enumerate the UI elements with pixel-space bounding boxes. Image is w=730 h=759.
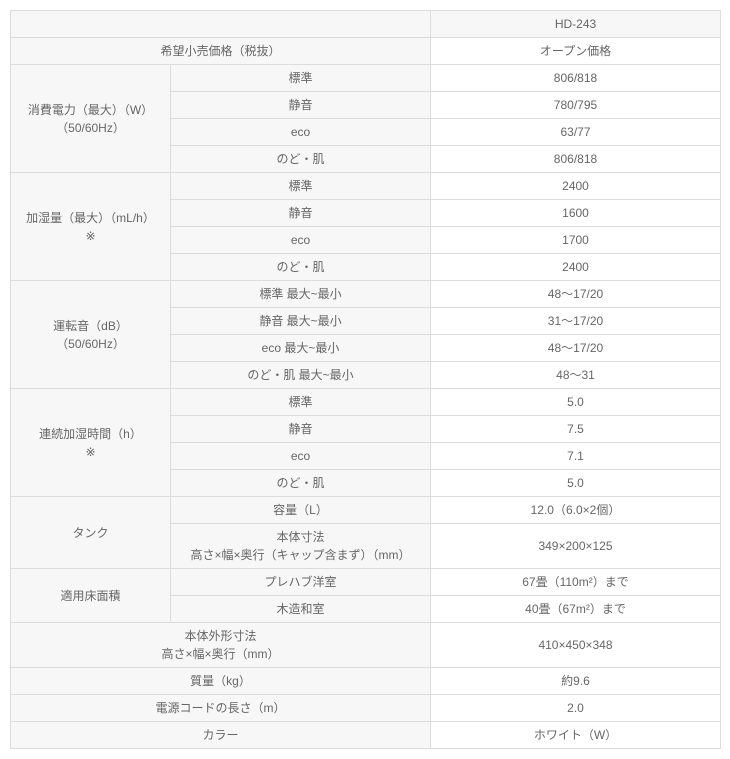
floor-japanese-value: 40畳（67m²）まで (431, 596, 721, 623)
power-eco-label: eco (171, 119, 431, 146)
power-group-label-l2: （50/60Hz） (56, 121, 125, 135)
tank-body-value: 349×200×125 (431, 524, 721, 569)
power-quiet-value: 780/795 (431, 92, 721, 119)
noise-skin-value: 48～31 (431, 362, 721, 389)
outer-label-l2: 高さ×幅×奥行（mm） (161, 647, 279, 661)
runtime-skin-label: のど・肌 (171, 470, 431, 497)
outer-value: 410×450×348 (431, 623, 721, 668)
runtime-group-label: 連続加湿時間（h） ※ (11, 389, 171, 497)
tank-body-label-l2: 高さ×幅×奥行（キャップ含まず）（mm） (190, 548, 410, 562)
price-label: 希望小売価格（税抜） (11, 38, 431, 65)
tank-capacity-label: 容量（L） (171, 497, 431, 524)
power-quiet-label: 静音 (171, 92, 431, 119)
tank-group-label: タンク (11, 497, 171, 569)
color-value: ホワイト（W） (431, 722, 721, 749)
power-group-label-l1: 消費電力（最大）（W） (28, 103, 153, 117)
humid-group-label-l1: 加湿量（最大）（mL/h） (26, 211, 155, 225)
humid-quiet-label: 静音 (171, 200, 431, 227)
runtime-quiet-label: 静音 (171, 416, 431, 443)
noise-eco-value: 48～17/20 (431, 335, 721, 362)
runtime-quiet-value: 7.5 (431, 416, 721, 443)
runtime-group-label-l1: 連続加湿時間（h） (39, 427, 142, 441)
mass-label: 質量（kg） (11, 668, 431, 695)
tank-body-label-l1: 本体寸法 (276, 530, 324, 544)
humid-group-label-l2: ※ (85, 229, 95, 243)
noise-std-label: 標準 最大~最小 (171, 281, 431, 308)
cord-value: 2.0 (431, 695, 721, 722)
noise-quiet-label: 静音 最大~最小 (171, 308, 431, 335)
power-group-label: 消費電力（最大）（W） （50/60Hz） (11, 65, 171, 173)
model-header: HD-243 (431, 11, 721, 38)
noise-quiet-value: 31～17/20 (431, 308, 721, 335)
price-value: オープン価格 (431, 38, 721, 65)
floor-japanese-label: 木造和室 (171, 596, 431, 623)
power-std-value: 806/818 (431, 65, 721, 92)
humid-quiet-value: 1600 (431, 200, 721, 227)
runtime-eco-value: 7.1 (431, 443, 721, 470)
runtime-std-label: 標準 (171, 389, 431, 416)
humid-eco-value: 1700 (431, 227, 721, 254)
humid-skin-value: 2400 (431, 254, 721, 281)
power-eco-value: 63/77 (431, 119, 721, 146)
humid-eco-label: eco (171, 227, 431, 254)
runtime-std-value: 5.0 (431, 389, 721, 416)
noise-group-label-l1: 運転音（dB） (53, 319, 128, 333)
color-label: カラー (11, 722, 431, 749)
humid-std-value: 2400 (431, 173, 721, 200)
cord-label: 電源コードの長さ（m） (11, 695, 431, 722)
floor-prefab-label: プレハブ洋室 (171, 569, 431, 596)
humid-skin-label: のど・肌 (171, 254, 431, 281)
power-skin-label: のど・肌 (171, 146, 431, 173)
floor-prefab-value: 67畳（110m²）まで (431, 569, 721, 596)
noise-std-value: 48～17/20 (431, 281, 721, 308)
tank-body-label: 本体寸法 高さ×幅×奥行（キャップ含まず）（mm） (171, 524, 431, 569)
floor-group-label: 適用床面積 (11, 569, 171, 623)
mass-value: 約9.6 (431, 668, 721, 695)
blank-header (11, 11, 431, 38)
tank-capacity-value: 12.0（6.0×2個） (431, 497, 721, 524)
outer-label: 本体外形寸法 高さ×幅×奥行（mm） (11, 623, 431, 668)
outer-label-l1: 本体外形寸法 (184, 629, 256, 643)
humid-group-label: 加湿量（最大）（mL/h） ※ (11, 173, 171, 281)
runtime-group-label-l2: ※ (85, 445, 95, 459)
runtime-skin-value: 5.0 (431, 470, 721, 497)
humid-std-label: 標準 (171, 173, 431, 200)
runtime-eco-label: eco (171, 443, 431, 470)
spec-table: HD-243 希望小売価格（税抜） オープン価格 消費電力（最大）（W） （50… (10, 10, 721, 749)
noise-group-label-l2: （50/60Hz） (56, 337, 125, 351)
noise-skin-label: のど・肌 最大~最小 (171, 362, 431, 389)
noise-group-label: 運転音（dB） （50/60Hz） (11, 281, 171, 389)
noise-eco-label: eco 最大~最小 (171, 335, 431, 362)
power-skin-value: 806/818 (431, 146, 721, 173)
power-std-label: 標準 (171, 65, 431, 92)
